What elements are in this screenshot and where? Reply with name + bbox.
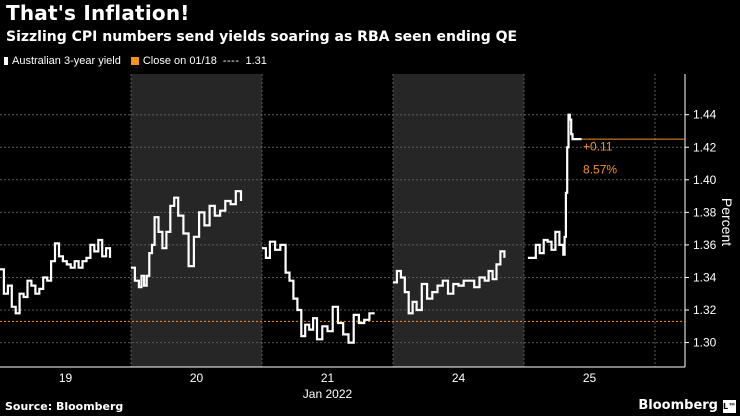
y-tick-label: 1.42 bbox=[693, 140, 717, 154]
series-line-segment-4 bbox=[527, 113, 582, 259]
y-tick-label: 1.32 bbox=[693, 303, 717, 317]
series-line-segment-1 bbox=[131, 190, 243, 289]
y-tick-label: 1.34 bbox=[693, 270, 717, 284]
legend-close-swatch bbox=[130, 57, 139, 65]
legend-close-value: 1.31 bbox=[245, 55, 267, 67]
terminal-icon: L™ bbox=[723, 400, 737, 413]
x-tick-label: 19 bbox=[59, 371, 73, 385]
annotation-change: +0.11 bbox=[583, 140, 613, 154]
legend-series-swatch bbox=[4, 57, 8, 65]
x-tick-label: 20 bbox=[190, 371, 204, 385]
x-tick-label: 25 bbox=[583, 371, 597, 385]
chart-title: That's Inflation! bbox=[6, 1, 190, 25]
annotation-percent: 8.57% bbox=[583, 162, 617, 176]
y-tick-label: 1.44 bbox=[693, 108, 717, 122]
series-line-segment-3 bbox=[393, 250, 506, 315]
legend-series-label: Australian 3-year yield bbox=[12, 55, 121, 67]
series-line-segment-0 bbox=[0, 238, 112, 315]
y-tick-label: 1.38 bbox=[693, 205, 717, 219]
bloomberg-logo: Bloomberg bbox=[638, 398, 718, 413]
source-note: Source: Bloomberg bbox=[5, 400, 124, 413]
y-axis-label: Percent bbox=[719, 198, 735, 246]
y-tick-label: 1.30 bbox=[693, 336, 717, 350]
series-line-segment-2 bbox=[262, 240, 375, 344]
shaded-day-1 bbox=[393, 74, 524, 367]
x-axis-label: Jan 2022 bbox=[303, 387, 353, 401]
y-tick-label: 1.40 bbox=[693, 173, 717, 187]
shaded-day-0 bbox=[131, 74, 262, 367]
y-tick-label: 1.36 bbox=[693, 238, 717, 252]
legend-dashes: ---- bbox=[222, 55, 240, 67]
legend-close-label: Close on 01/18 bbox=[142, 55, 217, 67]
chart-subtitle: Sizzling CPI numbers send yields soaring… bbox=[6, 29, 518, 45]
x-tick-label: 21 bbox=[321, 371, 335, 385]
x-tick-label: 24 bbox=[452, 371, 466, 385]
legend: Australian 3-year yield Close on 01/18 -… bbox=[4, 54, 267, 68]
